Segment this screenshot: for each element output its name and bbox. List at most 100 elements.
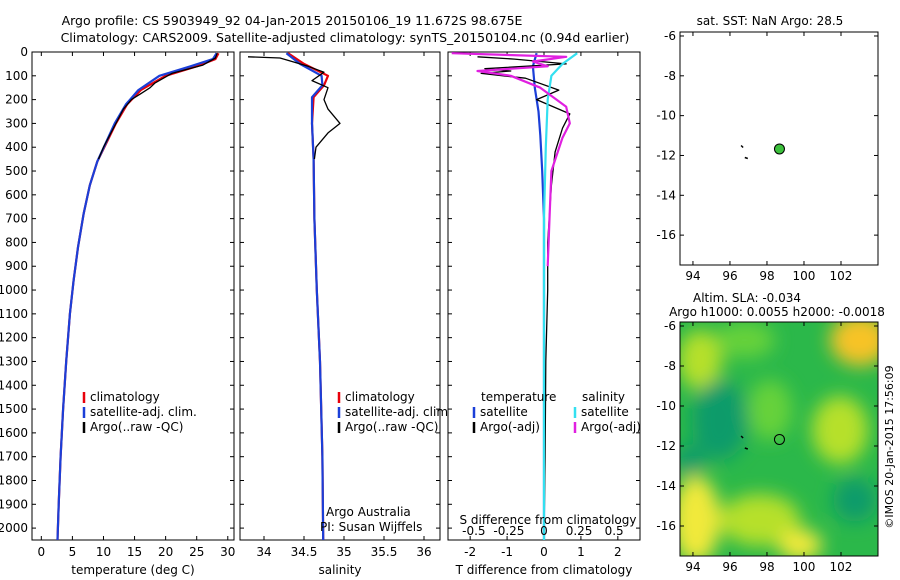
series-line-argo: [97, 52, 218, 160]
figure-title-line1: Argo profile: CS 5903949_92 04-Jan-2015 …: [62, 13, 523, 28]
legend-label: Argo(-adj): [480, 420, 540, 434]
map-x-tick-label: 100: [793, 560, 816, 574]
y-tick-label: 200: [5, 93, 28, 107]
plot-frame: [31, 51, 235, 541]
x-tick-label: 10: [96, 545, 111, 559]
sla-blob: [715, 322, 775, 358]
x-axis-label: temperature (deg C): [71, 563, 194, 577]
legend-header-salinity: salinity: [582, 390, 625, 404]
map-y-tick-label: -8: [664, 69, 676, 83]
x-top-tick-label: -0.5: [462, 524, 485, 538]
map-y-tick-label: -12: [656, 148, 676, 162]
x-tick-label: 2: [614, 545, 622, 559]
y-tick-label: 300: [5, 116, 28, 130]
float-track: [740, 435, 749, 450]
difference-panel: -2 -1 0 1 2 T difference from climatology -0.5…: [447, 51, 641, 577]
imos-credit: ©IMOS 20-Jan-2015 17:56:09: [883, 365, 896, 528]
sla-map-title-line1: Altim. SLA: -0.034: [693, 291, 801, 305]
x-axis-label: salinity: [318, 563, 361, 577]
map-y-tick-label: -8: [664, 359, 676, 373]
y-tick-label: 500: [5, 164, 28, 178]
map-x-tick-label: 102: [830, 269, 853, 283]
x-tick-label: 1: [577, 545, 585, 559]
legend-label: climatology: [90, 390, 160, 404]
y-tick-label: 1800: [0, 473, 28, 487]
x-tick-label: 35.5: [371, 545, 398, 559]
sla-heatmap: [680, 322, 878, 556]
argo-float-marker: [773, 143, 785, 155]
x-tick-label: 20: [158, 545, 173, 559]
map-y-tick-label: -10: [656, 109, 676, 123]
annotation-line1: Argo Australia: [326, 505, 411, 519]
map-x-tick-label: 94: [685, 560, 700, 574]
map-y-tick-label: -16: [656, 228, 676, 242]
legend-label: Argo(..raw -QC): [90, 420, 183, 434]
sla-blob: [812, 396, 868, 464]
plot-frame: [239, 51, 441, 541]
y-tick-label: 1200: [0, 331, 28, 345]
y-tick-label: 1600: [0, 426, 28, 440]
x-top-tick-label: 0: [540, 524, 548, 538]
legend-label: satellite: [581, 405, 629, 419]
figure-title-line2: Climatology: CARS2009. Satellite-adjuste…: [61, 30, 630, 45]
y-tick-label: 900: [5, 259, 28, 273]
annotation-line2: PI: Susan Wijffels: [320, 520, 422, 534]
x-tick-label: 36: [416, 545, 431, 559]
map-x-tick-label: 94: [685, 269, 700, 283]
y-tick-label: 1000: [0, 283, 28, 297]
series-line-salinity-satellite: [542, 52, 578, 540]
map-x-tick-label: 96: [722, 560, 737, 574]
y-tick-label: 1900: [0, 497, 28, 511]
x-top-tick-label: -0.25: [493, 524, 524, 538]
x-tick-label: 0: [540, 545, 548, 559]
y-tick-label: 1100: [0, 307, 28, 321]
map-y-tick-label: -14: [656, 479, 676, 493]
y-tick-label: 1700: [0, 450, 28, 464]
y-tick-label: 1400: [0, 378, 28, 392]
y-tick-label: 0: [20, 45, 28, 59]
argo-float-marker: [773, 433, 785, 445]
sla-blob: [748, 380, 792, 440]
x-top-axis-label: S difference from climatology: [460, 513, 637, 527]
legend-label: Argo(-adj): [581, 420, 641, 434]
x-tick-label: -2: [464, 545, 476, 559]
map-x-tick-label: 98: [759, 560, 774, 574]
x-tick-label: 34.5: [291, 545, 318, 559]
y-tick-label: 1300: [0, 354, 28, 368]
legend-label: climatology: [345, 390, 415, 404]
salinity-panel: 34 34.5 35 35.5 36 salinity climatologysatelli…: [239, 51, 452, 577]
series-line-satellite: [285, 52, 325, 541]
map-y-tick-label: -12: [656, 439, 676, 453]
x-tick-label: 25: [189, 545, 204, 559]
y-tick-label: 800: [5, 235, 28, 249]
y-tick-label: 700: [5, 212, 28, 226]
map-x-tick-label: 98: [759, 269, 774, 283]
x-tick-label: 34: [256, 545, 271, 559]
map-x-tick-label: 102: [830, 560, 853, 574]
legend-label: satellite-adj. clim.: [90, 405, 197, 419]
temperature-panel: 0100200300400500600700800900100011001200…: [0, 45, 235, 577]
series-line-salinity-argo-adj-: [451, 52, 571, 267]
map-y-tick-label: -6: [664, 319, 676, 333]
sst-map-panel: sat. SST: NaN Argo: 28.5 94 96 98 100 102 -6 -8…: [656, 14, 879, 283]
map-y-tick-label: -6: [664, 29, 676, 43]
sla-blob: [778, 529, 822, 556]
y-tick-label: 1500: [0, 402, 28, 416]
sla-blob: [680, 476, 720, 556]
x-tick-label: 30: [220, 545, 235, 559]
legend-header-temperature: temperature: [481, 390, 556, 404]
x-top-tick-label: 0.25: [566, 524, 593, 538]
sla-blob: [720, 494, 800, 546]
sla-blob: [830, 322, 878, 366]
y-tick-label: 100: [5, 69, 28, 83]
sla-blob: [680, 444, 704, 476]
sst-map-title: sat. SST: NaN Argo: 28.5: [697, 14, 844, 28]
series-line-temperature-argo-adj-: [477, 56, 571, 541]
x-tick-label: 0: [38, 545, 46, 559]
x-tick-label: -1: [501, 545, 513, 559]
float-track: [740, 144, 749, 160]
map-y-tick-label: -14: [656, 188, 676, 202]
map-x-tick-label: 100: [793, 269, 816, 283]
x-top-tick-label: 0.5: [605, 524, 624, 538]
